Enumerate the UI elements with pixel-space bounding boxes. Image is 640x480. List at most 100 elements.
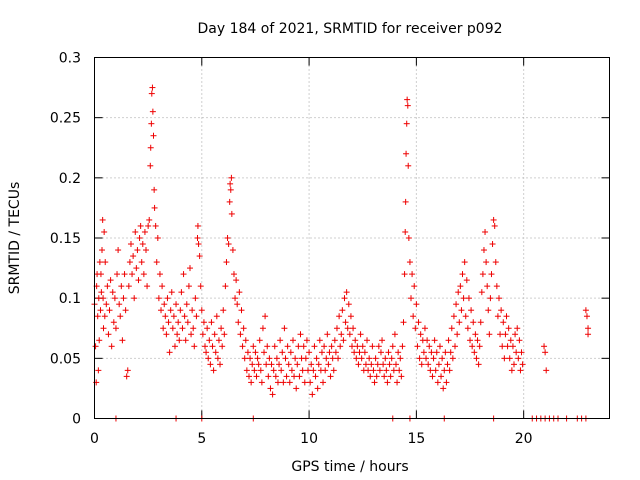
data-point <box>458 307 465 314</box>
data-point <box>380 361 387 368</box>
data-point <box>158 307 165 314</box>
y-tick-labels: 0 0.05 0.1 0.15 0.2 0.25 0.3 <box>50 51 81 428</box>
data-point <box>315 361 322 368</box>
data-point <box>147 144 154 151</box>
data-point <box>392 361 399 368</box>
data-point <box>328 343 335 350</box>
data-point <box>266 355 273 362</box>
data-point <box>103 301 110 308</box>
data-point <box>491 222 498 229</box>
data-point <box>486 331 493 338</box>
data-point <box>504 343 511 350</box>
data-point <box>188 331 195 338</box>
data-point <box>206 337 213 344</box>
data-point <box>268 361 275 368</box>
data-point <box>479 271 486 278</box>
data-point <box>92 343 99 350</box>
data-point <box>401 271 408 278</box>
data-point <box>301 379 308 386</box>
data-point <box>487 295 494 302</box>
y-axis-label: SRMTID / TECUs <box>7 182 23 295</box>
data-point <box>288 367 295 374</box>
data-point <box>173 301 180 308</box>
data-point <box>171 343 178 350</box>
data-point <box>339 307 346 314</box>
data-point <box>447 349 454 356</box>
data-point <box>246 373 252 380</box>
data-point <box>377 349 384 356</box>
data-point <box>505 325 512 332</box>
data-point <box>238 307 245 314</box>
data-point <box>494 313 501 320</box>
data-point <box>412 325 419 332</box>
data-point <box>388 355 395 362</box>
data-point <box>276 361 283 368</box>
data-point <box>230 271 237 278</box>
data-point <box>165 319 172 326</box>
data-point <box>152 222 159 229</box>
data-point <box>156 271 163 278</box>
data-point <box>414 343 421 350</box>
data-point <box>189 307 196 314</box>
data-point <box>355 361 362 368</box>
data-point <box>452 343 458 350</box>
data-point <box>542 349 549 356</box>
data-point <box>135 277 142 284</box>
data-point <box>396 367 403 374</box>
data-point <box>408 295 415 302</box>
data-point <box>282 355 289 362</box>
data-point <box>150 132 157 139</box>
data-point <box>467 337 474 344</box>
data-point <box>167 307 174 314</box>
data-point <box>483 259 490 266</box>
data-point <box>343 289 350 296</box>
data-point <box>495 295 502 302</box>
data-point <box>358 355 365 362</box>
data-point <box>403 150 410 157</box>
data-point <box>508 367 515 374</box>
data-point <box>423 355 430 362</box>
data-point <box>333 325 340 332</box>
data-point <box>480 247 487 254</box>
data-point <box>425 361 432 368</box>
data-point <box>471 349 478 356</box>
data-point <box>294 361 301 368</box>
data-point <box>411 283 418 290</box>
data-point <box>436 343 443 350</box>
data-point <box>114 271 121 278</box>
data-point <box>382 355 389 362</box>
data-point <box>234 301 241 308</box>
data-point <box>107 277 114 284</box>
data-point <box>475 361 482 368</box>
data-point <box>318 349 325 356</box>
data-point <box>346 331 353 338</box>
data-point <box>376 367 383 374</box>
data-point <box>435 361 442 368</box>
grid-lines <box>94 57 610 419</box>
data-point <box>255 361 262 368</box>
data-point <box>429 373 436 380</box>
data-point <box>450 313 457 320</box>
y-tick-label: 0.05 <box>50 351 81 367</box>
data-point <box>137 222 144 229</box>
data-point <box>250 343 257 350</box>
data-point <box>202 343 209 350</box>
data-point <box>306 349 313 356</box>
data-point <box>384 379 391 386</box>
data-point <box>147 162 154 169</box>
data-point <box>133 265 140 272</box>
data-point <box>353 355 360 362</box>
data-point <box>513 349 520 356</box>
data-point <box>227 186 234 193</box>
data-point <box>291 373 298 380</box>
data-point <box>130 253 137 260</box>
data-point <box>404 102 411 109</box>
data-point <box>160 325 167 332</box>
data-point <box>125 283 132 290</box>
data-point <box>207 361 214 368</box>
data-point <box>387 373 394 380</box>
data-point <box>370 367 377 374</box>
data-point <box>462 313 469 320</box>
data-point <box>519 361 526 368</box>
